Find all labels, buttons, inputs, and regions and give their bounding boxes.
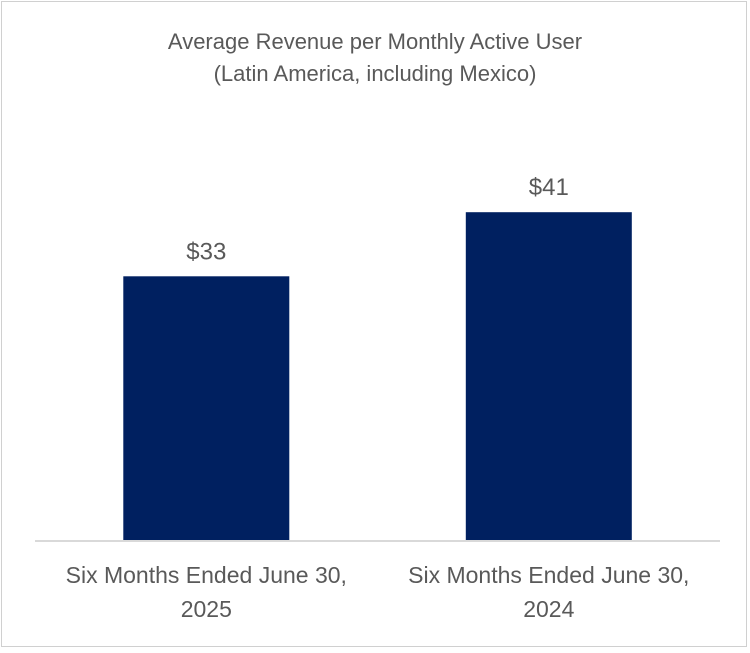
category-label-1-line-0: Six Months Ended June 30,	[408, 562, 689, 588]
data-label-0: $33	[186, 238, 226, 265]
category-label-0-line-0: Six Months Ended June 30,	[66, 562, 347, 588]
category-label-1-line-1: 2024	[523, 596, 574, 622]
bars-group	[123, 212, 632, 541]
bar-0	[123, 276, 290, 541]
category-label-0-line-1: 2025	[181, 596, 232, 622]
chart-title: Average Revenue per Monthly Active User	[168, 29, 582, 54]
data-label-1: $41	[529, 174, 569, 201]
bar-1	[465, 212, 632, 541]
labels-group: $33 Six Months Ended June 30, 2025 $41 Six M…	[66, 174, 690, 622]
chart-subtitle: (Latin America, including Mexico)	[214, 61, 537, 86]
